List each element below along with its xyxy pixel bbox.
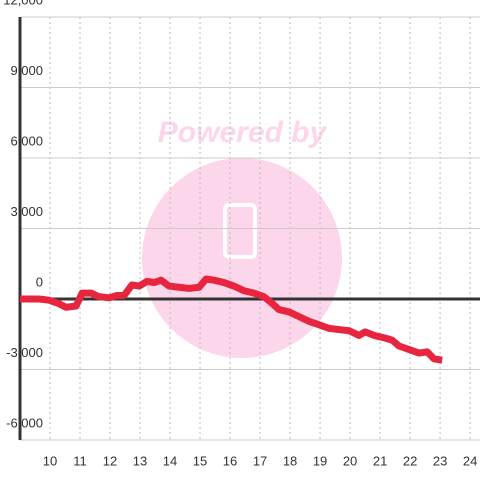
watermark-icon — [223, 203, 257, 259]
x-tick-label: 17 — [253, 453, 267, 468]
x-tick-label: 10 — [43, 453, 57, 468]
y-tick-label: 9,000 — [10, 63, 43, 78]
watermark-text: Powered by — [158, 116, 328, 149]
x-tick-label: 12 — [103, 453, 117, 468]
x-tick-label: 22 — [403, 453, 417, 468]
x-tick-label: 16 — [223, 453, 237, 468]
y-tick-label: 12,000 — [3, 0, 43, 7]
y-tick-label: -3,000 — [6, 345, 43, 360]
x-tick-label: 11 — [73, 453, 87, 468]
y-tick-label: -6,000 — [6, 415, 43, 430]
y-tick-label: 0 — [36, 274, 43, 289]
x-tick-label: 24 — [463, 453, 477, 468]
x-tick-label: 13 — [133, 453, 147, 468]
x-tick-label: 14 — [163, 453, 177, 468]
data-line — [20, 275, 443, 364]
x-tick-label: 19 — [313, 453, 327, 468]
x-tick-label: 20 — [343, 453, 357, 468]
y-tick-label: 3,000 — [10, 204, 43, 219]
x-tick-label: 21 — [373, 453, 387, 468]
x-tick-label: 18 — [283, 453, 297, 468]
y-tick-label: 6,000 — [10, 133, 43, 148]
x-tick-label: 15 — [193, 453, 207, 468]
x-tick-label: 23 — [433, 453, 447, 468]
